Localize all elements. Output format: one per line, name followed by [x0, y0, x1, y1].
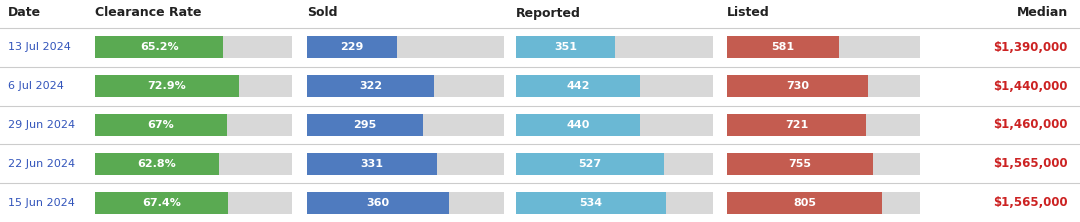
Bar: [307, 75, 504, 97]
Bar: [516, 192, 713, 214]
Bar: [727, 36, 839, 58]
Bar: [516, 114, 639, 136]
Bar: [727, 192, 920, 214]
Text: 442: 442: [566, 81, 590, 91]
Bar: [727, 192, 882, 214]
Text: $1,565,000: $1,565,000: [994, 157, 1068, 170]
Text: 351: 351: [554, 42, 577, 52]
Bar: [516, 36, 713, 58]
Bar: [727, 114, 866, 136]
Bar: [516, 153, 664, 175]
Bar: [516, 114, 713, 136]
Bar: [95, 75, 292, 97]
Text: Clearance Rate: Clearance Rate: [95, 6, 202, 20]
Bar: [516, 36, 615, 58]
Text: $1,460,000: $1,460,000: [994, 119, 1068, 131]
Bar: [727, 75, 920, 97]
Bar: [516, 192, 666, 214]
Text: 360: 360: [366, 198, 390, 208]
Bar: [307, 114, 504, 136]
Text: 15 Jun 2024: 15 Jun 2024: [8, 198, 75, 208]
Text: 440: 440: [566, 120, 590, 130]
Bar: [307, 36, 504, 58]
Text: 65.2%: 65.2%: [140, 42, 178, 52]
Bar: [95, 192, 292, 214]
Bar: [95, 153, 292, 175]
Text: 13 Jul 2024: 13 Jul 2024: [8, 42, 71, 52]
Text: 295: 295: [353, 120, 377, 130]
Text: 527: 527: [579, 159, 602, 169]
Bar: [516, 75, 713, 97]
Text: $1,565,000: $1,565,000: [994, 196, 1068, 209]
Text: 229: 229: [340, 42, 364, 52]
Text: Listed: Listed: [727, 6, 770, 20]
Bar: [727, 36, 920, 58]
Text: 67.4%: 67.4%: [141, 198, 180, 208]
Text: 322: 322: [359, 81, 382, 91]
Bar: [95, 75, 239, 97]
Text: 581: 581: [771, 42, 795, 52]
Text: 805: 805: [793, 198, 816, 208]
Text: 29 Jun 2024: 29 Jun 2024: [8, 120, 76, 130]
Bar: [307, 192, 504, 214]
Text: 721: 721: [785, 120, 808, 130]
Text: 72.9%: 72.9%: [148, 81, 186, 91]
Bar: [307, 75, 434, 97]
Bar: [307, 114, 423, 136]
Bar: [95, 114, 227, 136]
Bar: [307, 153, 437, 175]
Text: Median: Median: [1016, 6, 1068, 20]
Text: Date: Date: [8, 6, 41, 20]
Text: 67%: 67%: [148, 120, 174, 130]
Text: Sold: Sold: [307, 6, 337, 20]
Bar: [95, 114, 292, 136]
Bar: [727, 75, 868, 97]
Bar: [95, 153, 219, 175]
Text: 22 Jun 2024: 22 Jun 2024: [8, 159, 76, 169]
Text: 6 Jul 2024: 6 Jul 2024: [8, 81, 64, 91]
Text: 755: 755: [788, 159, 811, 169]
Text: Reported: Reported: [516, 6, 581, 20]
Text: 534: 534: [580, 198, 603, 208]
Bar: [307, 153, 504, 175]
Bar: [307, 192, 449, 214]
Text: 730: 730: [786, 81, 809, 91]
Text: $1,440,000: $1,440,000: [994, 80, 1068, 93]
Text: $1,390,000: $1,390,000: [994, 41, 1068, 54]
Bar: [95, 36, 224, 58]
Bar: [95, 192, 228, 214]
Bar: [516, 75, 640, 97]
Bar: [95, 36, 292, 58]
Text: 331: 331: [361, 159, 383, 169]
Bar: [516, 153, 713, 175]
Bar: [727, 114, 920, 136]
Bar: [727, 153, 920, 175]
Text: 62.8%: 62.8%: [137, 159, 176, 169]
Bar: [307, 36, 397, 58]
Bar: [727, 153, 873, 175]
